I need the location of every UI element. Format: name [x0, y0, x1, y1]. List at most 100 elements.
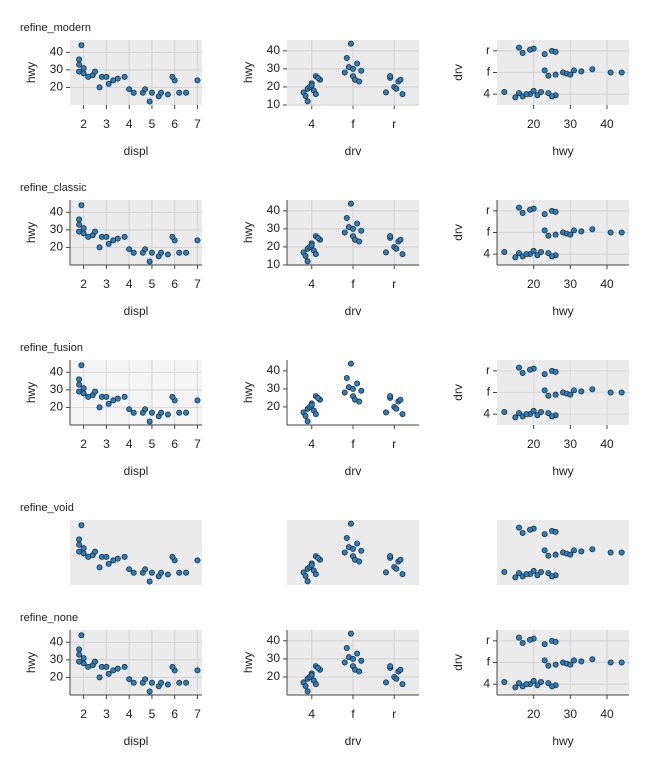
point [169, 73, 176, 80]
point [80, 660, 87, 667]
point [552, 368, 559, 375]
y-axis-title: hwy [241, 652, 255, 673]
point [527, 636, 534, 643]
x-tick-label: 40 [600, 437, 614, 451]
plot-background [70, 40, 202, 105]
point [534, 572, 541, 579]
x-axis-title: displ [124, 734, 149, 748]
point [501, 679, 508, 686]
y-tick-label: 10 [267, 257, 281, 271]
plot-background [287, 360, 419, 425]
point [85, 233, 92, 240]
y-tick-label: r [486, 363, 490, 377]
x-tick-label: 40 [600, 277, 614, 291]
x-axis-title: drv [345, 734, 362, 748]
point [347, 40, 354, 47]
point [387, 663, 394, 670]
point [567, 231, 574, 238]
point [589, 226, 596, 233]
point [105, 80, 112, 87]
point [501, 408, 508, 415]
point [516, 524, 523, 531]
point [538, 89, 545, 96]
y-tick-label: 20 [50, 80, 64, 94]
panel-title: refine_fusion [20, 342, 83, 354]
point [130, 249, 137, 256]
point [76, 221, 83, 228]
point [126, 86, 133, 93]
point [76, 376, 83, 383]
point [158, 249, 165, 256]
point [347, 360, 354, 367]
point [164, 681, 171, 688]
point [519, 530, 526, 537]
point [130, 679, 137, 686]
point [578, 68, 585, 75]
point [164, 251, 171, 258]
point [387, 73, 394, 80]
point [80, 65, 87, 72]
point [92, 68, 99, 75]
point [382, 679, 389, 686]
point [105, 240, 112, 247]
point [545, 90, 552, 97]
point [512, 574, 519, 581]
point [382, 409, 389, 416]
y-tick-label: 20 [267, 239, 281, 253]
y-tick-label: 40 [50, 204, 64, 218]
x-axis-title: hwy [552, 464, 573, 478]
x-axis-title: displ [124, 464, 149, 478]
point [354, 540, 361, 547]
point [92, 658, 99, 665]
x-tick-label: 4 [126, 707, 133, 721]
x-tick-label: f [351, 277, 355, 291]
point [512, 254, 519, 261]
point [545, 232, 552, 239]
point [194, 237, 201, 244]
point [103, 553, 110, 560]
point [103, 663, 110, 670]
point [527, 366, 534, 373]
point [302, 412, 309, 419]
point [541, 547, 548, 554]
y-tick-label: 20 [267, 399, 281, 413]
point [538, 569, 545, 576]
y-axis-title: hwy [24, 382, 38, 403]
y-axis-title: drv [451, 64, 465, 81]
y-axis-title: hwy [241, 382, 255, 403]
point [80, 390, 87, 397]
y-tick-label: r [486, 633, 490, 647]
point [312, 251, 319, 258]
point [397, 396, 404, 403]
x-tick-label: 30 [564, 437, 578, 451]
point [343, 645, 350, 652]
point [523, 251, 530, 258]
point [382, 249, 389, 256]
point [146, 578, 153, 585]
x-tick-label: r [392, 277, 396, 291]
point [126, 566, 133, 573]
point [358, 387, 365, 394]
point [80, 545, 87, 552]
point [78, 362, 85, 369]
point [618, 659, 625, 666]
y-tick-label: 20 [267, 79, 281, 93]
point [308, 82, 315, 89]
x-tick-label: f [351, 117, 355, 131]
point [304, 98, 311, 105]
point [618, 229, 625, 236]
x-axis-title: drv [345, 464, 362, 478]
point [349, 545, 356, 552]
point [393, 405, 400, 412]
point [618, 69, 625, 76]
point [164, 411, 171, 418]
x-tick-label: 4 [308, 437, 315, 451]
y-tick-label: 20 [50, 670, 64, 684]
point [571, 67, 578, 74]
point [399, 681, 406, 688]
point [194, 77, 201, 84]
point [589, 386, 596, 393]
point [516, 680, 523, 687]
point [347, 200, 354, 207]
